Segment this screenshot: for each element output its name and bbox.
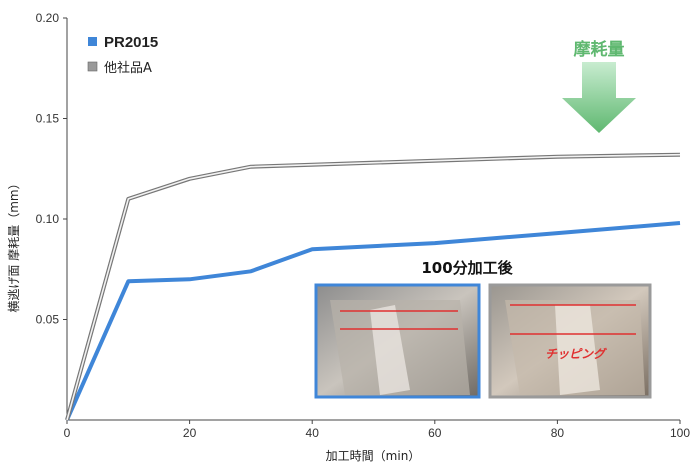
- y-ticks: 0.05 0.10 0.15 0.20: [36, 11, 67, 327]
- inset: 100分加工後 チッピング: [314, 259, 652, 399]
- chipping-label: チッピング: [545, 347, 607, 361]
- x-ticks: 0 20 40 60 80 100: [64, 420, 690, 440]
- y-tick-label: 0.15: [36, 112, 60, 126]
- x-tick-label: 0: [64, 426, 71, 440]
- inset-photo-pr2015: [314, 283, 481, 399]
- series-layer: [65, 152, 681, 421]
- inset-title: 100分加工後: [421, 259, 513, 277]
- legend-swatch-pr2015: [88, 37, 97, 46]
- x-tick-label: 80: [551, 426, 565, 440]
- series-line-other-a: [66, 153, 681, 421]
- y-tick-label: 0.10: [36, 212, 60, 226]
- x-tick-label: 60: [428, 426, 442, 440]
- down-arrow-icon: [562, 62, 636, 133]
- legend-label-pr2015: PR2015: [104, 34, 158, 51]
- x-tick-label: 100: [670, 426, 690, 440]
- wear-arrow: 摩耗量: [562, 39, 636, 133]
- x-tick-label: 40: [306, 426, 320, 440]
- inset-photo-other-a: チッピング: [488, 283, 652, 399]
- legend-swatch-other-a: [87, 61, 98, 72]
- y-axis-label: 横逃げ面 摩耗量（mm）: [6, 177, 21, 312]
- x-tick-label: 20: [183, 426, 197, 440]
- x-axis-label: 加工時間（min）: [326, 449, 421, 463]
- wear-arrow-label: 摩耗量: [574, 39, 625, 60]
- y-tick-label: 0.20: [36, 11, 60, 25]
- y-tick-label: 0.05: [36, 313, 60, 327]
- legend: PR2015 他社品A: [87, 34, 158, 76]
- legend-label-other-a: 他社品A: [104, 60, 152, 76]
- series-line-pr2015: [65, 221, 681, 421]
